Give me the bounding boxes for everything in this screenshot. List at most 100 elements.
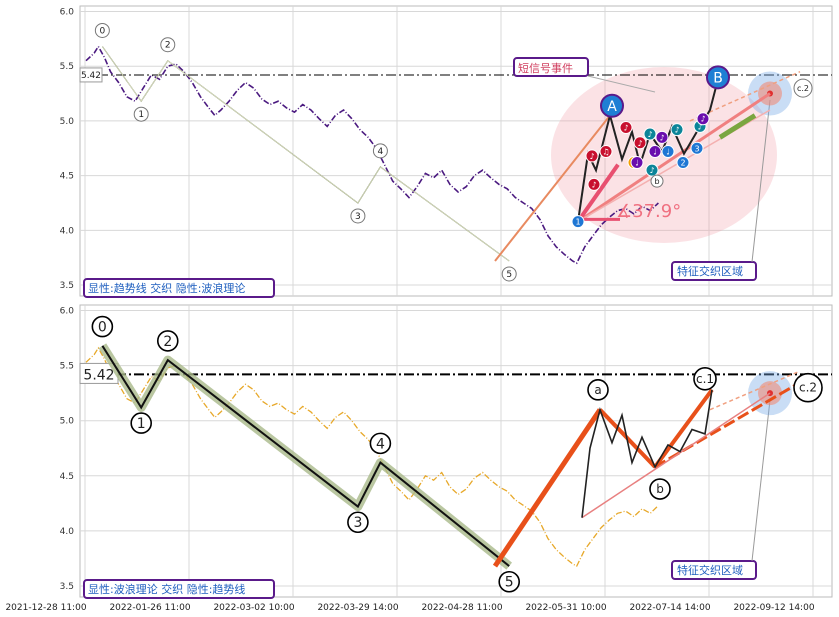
- signal-badge-circle: [645, 163, 659, 177]
- wave-label: b: [656, 482, 664, 496]
- wave-label-circle: [498, 570, 521, 593]
- wave-label: 1: [137, 416, 146, 432]
- wave-label: c.2: [797, 84, 809, 93]
- signal-badge-circle: [571, 215, 585, 229]
- trend-line: [709, 370, 801, 411]
- zone-label: 特征交织区域: [677, 563, 743, 577]
- signal-badge-text: ♩: [666, 148, 670, 157]
- wave-marker-circle: [600, 93, 624, 118]
- zone-label-box: 特征交织区域: [671, 560, 757, 580]
- event-pointer: [587, 75, 656, 93]
- signal-badge-circle: [630, 155, 644, 169]
- signal-badge-text: ♪: [659, 133, 664, 142]
- wave-label: 3: [353, 515, 362, 531]
- x-tick-label: 2022-03-29 14:00: [317, 603, 398, 613]
- signal-badge-circle: [648, 145, 662, 159]
- wave-marker-label: A: [607, 99, 617, 115]
- y-tick-label: 5.0: [60, 417, 75, 427]
- signal-badge-circle: [619, 120, 633, 134]
- x-axis: 2021-12-28 11:00 2022-01-26 11:00 2022-03-…: [5, 603, 814, 613]
- x-tick-label: 2022-05-31 10:00: [525, 603, 606, 613]
- panel-frame: [79, 304, 833, 598]
- wave-label-circle: [369, 432, 392, 455]
- signal-badge: ♪: [585, 149, 599, 163]
- x-tick-label: 2022-01-26 11:00: [109, 603, 190, 613]
- signal-badge: ♪: [696, 112, 710, 126]
- x-tick-label: 2022-03-02 10:00: [213, 603, 294, 613]
- zone-label-bg: [671, 261, 757, 281]
- signal-badge: ♪: [670, 123, 684, 137]
- wave-label: c.1: [696, 372, 714, 386]
- signal-badge-text: ♪: [674, 126, 679, 135]
- wave-label: 2: [165, 41, 171, 51]
- signal-badge: 2: [676, 155, 690, 169]
- signal-badge-circle: [661, 145, 675, 159]
- signal-badge: ♪: [619, 120, 633, 134]
- wave-label-circle: [156, 330, 179, 352]
- hline-label-box: 5.42: [79, 362, 119, 384]
- wave-label: 1: [138, 110, 144, 120]
- signal-badge: ♩: [661, 145, 675, 159]
- hline-label-bg: [79, 67, 103, 83]
- wave-label-circle: [372, 143, 388, 159]
- signal-badge-circle: [633, 136, 647, 150]
- panel-frame: [79, 5, 833, 297]
- signal-badge-text: ♪: [697, 122, 702, 131]
- trend-line: [654, 375, 811, 469]
- wave-label-circle: [587, 379, 609, 401]
- wave-label: 3: [355, 212, 361, 222]
- signal-badge-circle: [690, 141, 704, 155]
- trend-line: [576, 163, 620, 223]
- wave-label-circle: [693, 367, 717, 391]
- hline-label: 5.42: [83, 367, 114, 383]
- wave-marker-circle: [706, 65, 730, 90]
- y-tick-label: 5.5: [60, 362, 74, 372]
- signal-badge: 1: [571, 215, 585, 229]
- zone-pointer: [751, 399, 771, 562]
- signal-badge-circle: [670, 123, 684, 137]
- event-label-box: 短信号事件: [513, 57, 589, 77]
- mode-label-bg: [83, 278, 275, 298]
- x-tick-label: 2022-04-28 11:00: [421, 603, 502, 613]
- signal-badge-text: 2: [680, 158, 685, 167]
- y-tick-label: 6.0: [60, 7, 75, 17]
- wave-label: 4: [378, 147, 384, 157]
- wave-label-circle: [501, 266, 517, 282]
- y-tick-label: 3.5: [60, 281, 74, 291]
- signal-badge-text: ♪: [591, 180, 596, 189]
- wave-label: 5: [506, 270, 512, 280]
- y-tick-label: 5.0: [60, 117, 75, 127]
- signal-badge-circle: [696, 112, 710, 126]
- wave-label-circle: [133, 106, 149, 122]
- y-tick-label: 4.0: [60, 527, 75, 537]
- signal-badge: ♪: [655, 130, 669, 144]
- signal-badge-text: ♪: [589, 152, 594, 161]
- signal-badge-circle: [643, 127, 657, 141]
- wave-label-circle: [94, 22, 110, 38]
- signal-badge-text: 1: [575, 218, 580, 227]
- wave-label: 4: [376, 436, 385, 452]
- signal-badge-text: ♪: [700, 115, 705, 124]
- y-tick-label: 5.5: [60, 62, 74, 72]
- wave-label: c.2: [799, 381, 817, 395]
- mode-label: 显性:趋势线 交织 隐性:波浪理论: [88, 281, 245, 295]
- wave-label-circle: [793, 372, 823, 403]
- signal-badge: 3: [690, 141, 704, 155]
- x-tick-label: 2021-12-28 11:00: [5, 603, 86, 613]
- mode-label: 显性:波浪理论 交织 隐性:趋势线: [88, 582, 245, 596]
- event-label: 短信号事件: [518, 61, 573, 75]
- signal-badge-text: 3: [694, 144, 699, 153]
- signal-badge-circle: [655, 130, 669, 144]
- wave-label-circle: [650, 174, 664, 188]
- wave-label-circle: [91, 315, 114, 338]
- bottom-panel: 6.0 5.5 5.0 4.5 4.0 3.5 5.42 0 1 2 3 4 5 显性:波浪理论 交织 隐…: [60, 304, 833, 599]
- y-tick-label: 3.5: [60, 582, 74, 592]
- mode-label-bg: [83, 579, 275, 599]
- mode-label-box: 显性:波浪理论 交织 隐性:趋势线: [83, 579, 275, 599]
- signal-badge-circle: [599, 145, 613, 159]
- signal-badge: ♫: [599, 145, 613, 159]
- signal-badge-circle: [676, 155, 690, 169]
- signal-badge: ♩: [630, 155, 644, 169]
